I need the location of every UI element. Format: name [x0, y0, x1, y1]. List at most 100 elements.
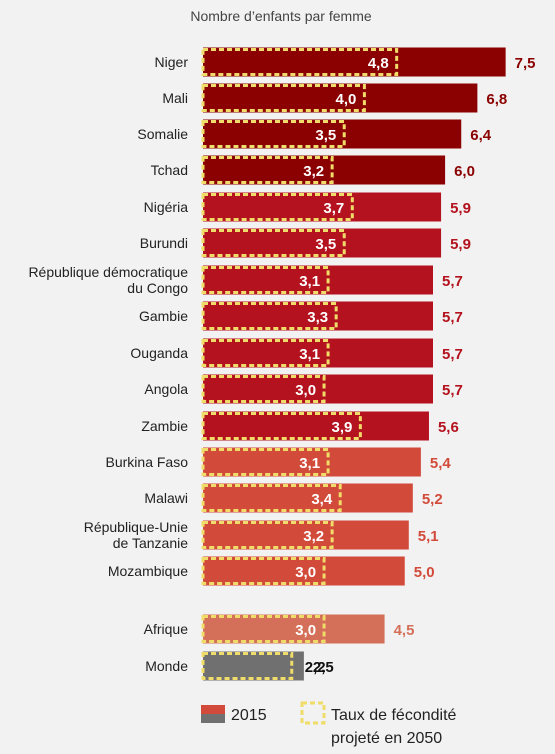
bar-2050-projection	[201, 266, 330, 294]
value-label-2050: 3,0	[295, 382, 316, 399]
value-label-2015: 5,4	[430, 455, 452, 472]
bar-2050-projection	[201, 193, 354, 221]
bar-2015	[203, 483, 413, 513]
bar-2050-projection	[201, 156, 334, 184]
chart-row: Niger 7,5 4,8	[155, 47, 536, 77]
bar-2050-projection	[201, 120, 346, 148]
category-label: Burkina Faso	[106, 454, 189, 470]
category-label: Somalie	[137, 126, 188, 142]
bar-2015	[203, 47, 506, 77]
chart-title: Nombre d’enfants par femme	[190, 8, 372, 24]
legend-label-2050: Taux de fécondité projeté en 2050	[331, 707, 457, 747]
chart-row: Mozambique 5,0 3,0	[108, 556, 435, 586]
value-label-2050: 3,3	[307, 309, 328, 326]
bar-2015	[203, 338, 433, 368]
legend-swatch-2015	[201, 705, 225, 714]
bar-2015	[203, 155, 446, 185]
bar-2015	[203, 614, 385, 644]
chart-legend: 2015 Taux de fécondité projeté en 2050	[201, 701, 457, 747]
value-label-2050: 3,0	[295, 564, 316, 581]
chart-row: Tchad 6,0 3,2	[151, 155, 475, 185]
bar-2050-projection	[201, 448, 330, 476]
value-label-2050: 4,8	[368, 55, 389, 72]
value-label-2015: 4,5	[394, 622, 415, 639]
bar-2050-projection	[201, 375, 326, 403]
chart-row: Zambie 5,6 3,9	[141, 411, 459, 441]
bar-2015	[203, 374, 433, 404]
value-label-2015: 6,4	[470, 127, 492, 144]
bar-2015	[203, 83, 478, 113]
bar-2050-projection	[201, 652, 294, 680]
bar-2050-projection	[201, 521, 334, 549]
category-label: Niger	[155, 54, 189, 70]
category-label: Burundi	[140, 235, 188, 251]
chart-row: Gambie 5,7 3,3	[139, 301, 463, 331]
bar-2050-projection	[201, 412, 362, 440]
chart-row: Somalie 6,4 3,5	[137, 119, 492, 149]
value-label-2050: 3,2	[303, 163, 324, 180]
value-label-2015: 5,7	[442, 309, 463, 326]
value-label-2015: 5,2	[422, 491, 443, 508]
value-label-2015: 5,6	[438, 419, 459, 436]
value-label-2050: 3,0	[295, 622, 316, 639]
value-label-2015: 2,5	[313, 659, 334, 676]
category-label: Mozambique	[108, 563, 188, 579]
category-label: République-Unie de Tanzanie	[84, 519, 189, 551]
value-label-2015: 5,9	[450, 200, 471, 217]
chart-row: Malawi 5,2 3,4	[144, 483, 443, 513]
bar-2015	[203, 301, 433, 331]
value-label-2050: 3,2	[303, 528, 324, 545]
category-label: Zambie	[141, 418, 188, 434]
value-label-2015: 5,1	[418, 528, 439, 545]
legend-label-2015: 2015	[231, 707, 267, 724]
value-label-2050: 3,9	[332, 419, 353, 436]
value-label-2050: 2,2	[305, 659, 326, 676]
legend-swatch-2015	[201, 714, 225, 723]
chart-row: Angola 5,7 3,0	[144, 374, 463, 404]
value-label-2015: 5,7	[442, 382, 463, 399]
bar-2015	[203, 119, 462, 149]
category-label: Tchad	[151, 162, 188, 178]
chart-row: Mali 6,8 4,0	[162, 83, 507, 113]
category-label: République démocratique du Congo	[28, 264, 188, 296]
category-label: Ouganda	[130, 345, 188, 361]
value-label-2050: 3,1	[299, 273, 320, 290]
bar-2050-projection	[201, 339, 330, 367]
value-label-2015: 5,9	[450, 236, 471, 253]
value-label-2015: 6,8	[486, 91, 507, 108]
category-label: Nigéria	[144, 199, 189, 215]
bar-2050-projection	[201, 48, 399, 76]
bar-2015	[203, 265, 433, 295]
value-label-2050: 4,0	[336, 91, 357, 108]
chart-row: Ouganda 5,7 3,1	[130, 338, 463, 368]
bar-2050-projection	[201, 484, 342, 512]
bar-2050-projection	[201, 302, 338, 330]
bar-2015	[203, 556, 405, 586]
chart-rows: Niger 7,5 4,8 Mali 6,8 4,0 Somalie 6,4 3,5 Tchad 6…	[28, 47, 536, 681]
chart-row: Afrique 4,5 3,0	[144, 614, 415, 644]
bar-2050-projection	[201, 229, 346, 257]
legend-swatch-2050	[300, 701, 326, 725]
category-label: Malawi	[144, 490, 188, 506]
bar-2015	[203, 520, 409, 550]
value-label-2050: 3,7	[323, 200, 344, 217]
value-label-2015: 7,5	[515, 55, 536, 72]
value-label-2050: 3,1	[299, 346, 320, 363]
chart-row: République-Unie de Tanzanie 5,1 3,2	[84, 519, 439, 551]
bar-2015	[203, 447, 421, 477]
value-label-2050: 3,4	[311, 491, 333, 508]
category-label: Mali	[162, 90, 188, 106]
chart-row: Monde 2,52,2	[145, 651, 334, 681]
value-label-2015: 6,0	[454, 163, 475, 180]
bar-2050-projection	[201, 84, 366, 112]
chart-row: Burkina Faso 5,4 3,1	[106, 447, 452, 477]
value-label-2015: 5,7	[442, 346, 463, 363]
bar-2015	[203, 411, 429, 441]
chart-row: Nigéria 5,9 3,7	[144, 192, 471, 222]
chart-row: Burundi 5,9 3,5	[140, 228, 471, 258]
value-label-2015: 5,0	[414, 564, 435, 581]
bar-2015	[203, 651, 304, 681]
value-label-2050: 3,5	[315, 236, 336, 253]
value-label-2050: 3,5	[315, 127, 336, 144]
